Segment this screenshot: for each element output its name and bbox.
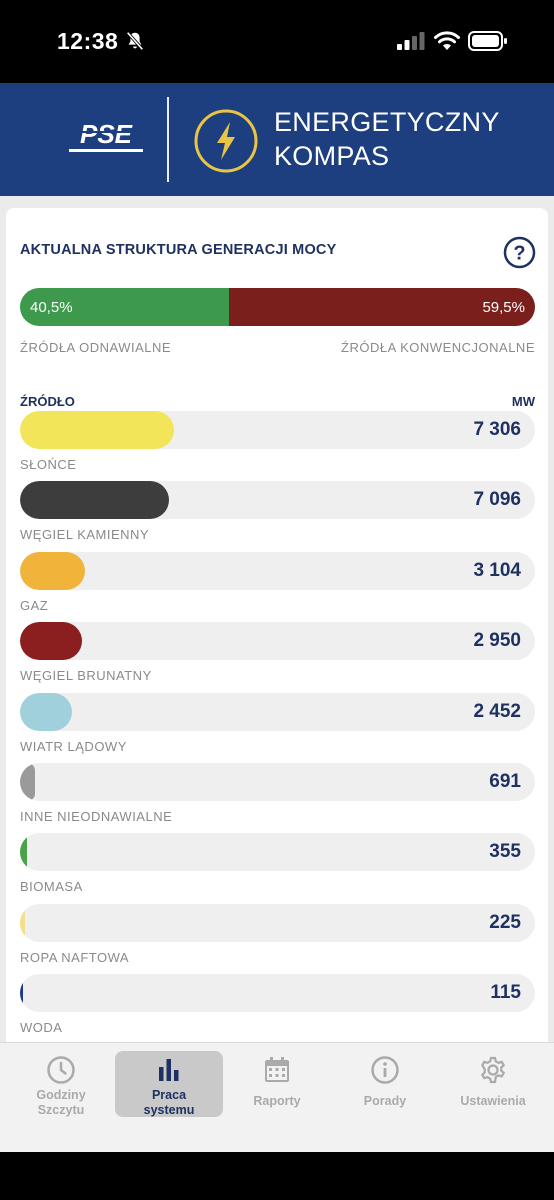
unit-column-header: MW <box>511 394 535 409</box>
source-column-header: ŹRÓDŁO <box>20 394 75 409</box>
help-question-icon[interactable]: ? <box>503 236 536 269</box>
source-value: 7 096 <box>473 489 521 511</box>
main-content[interactable]: AKTUALNA STRUKTURA GENERACJI MOCY ? 40,5… <box>0 196 554 1042</box>
tab-label: Praca systemu <box>143 1088 195 1117</box>
brand-line-2: KOMPAS <box>274 141 390 171</box>
source-row: 7 096 WĘGIEL KAMIENNY <box>20 481 535 551</box>
source-row: 3 104 GAZ <box>20 551 535 622</box>
source-bar-fill <box>20 974 23 1013</box>
tab-label: Raporty <box>253 1094 301 1108</box>
source-bar-fill <box>20 411 174 449</box>
generation-structure-card: AKTUALNA STRUKTURA GENERACJI MOCY ? 40,5… <box>6 208 548 1042</box>
source-name: WĘGIEL KAMIENNY <box>20 527 150 543</box>
tab-porady[interactable]: Porady <box>331 1051 439 1117</box>
battery-icon <box>468 31 507 51</box>
tab-godziny-szczytu[interactable]: Godziny Szczytu <box>7 1051 115 1117</box>
brand-title: ENERGETYCZNY KOMPAS <box>274 105 500 173</box>
source-value: 2 452 <box>473 700 521 722</box>
source-bar-fill <box>20 833 28 872</box>
conventional-share-segment: 59,5% <box>228 288 535 326</box>
source-bar-fill <box>20 903 25 942</box>
renewable-label: ŹRÓDŁA ODNAWIALNE <box>20 340 172 355</box>
source-bar-track: 115 <box>20 974 535 1013</box>
bell-muted-icon <box>126 31 144 51</box>
source-bar-track: 691 <box>20 763 535 801</box>
source-bar-track: 7 096 <box>20 481 535 520</box>
source-row: 115 WODA <box>20 974 535 1042</box>
tab-praca-systemu[interactable]: Praca systemu <box>115 1051 223 1117</box>
tab-ustawienia[interactable]: Ustawienia <box>439 1051 547 1117</box>
source-row: 7 306 SŁOŃCE <box>20 411 535 481</box>
source-bar-track: 7 306 <box>20 411 535 449</box>
source-name: GAZ <box>20 597 49 613</box>
gear-icon <box>480 1056 506 1084</box>
source-bar-track: 2 452 <box>20 692 535 731</box>
renewable-share-segment: 40,5% <box>20 288 229 326</box>
source-row: 2 452 WIATR LĄDOWY <box>20 692 535 763</box>
source-value: 691 <box>489 771 521 792</box>
wifi-icon <box>434 31 460 50</box>
renewable-conventional-split-bar: 40,5% 59,5% <box>20 288 535 326</box>
source-name: WIATR LĄDOWY <box>20 738 127 754</box>
card-title: AKTUALNA STRUKTURA GENERACJI MOCY <box>20 242 337 258</box>
source-row: 2 950 WĘGIEL BRUNATNY <box>20 622 535 692</box>
brand-line-1: ENERGETYCZNY <box>274 107 500 137</box>
source-name: BIOMASA <box>20 879 83 895</box>
conventional-label: ŹRÓDŁA KONWENCJONALNE <box>341 340 535 355</box>
bar-chart-icon <box>159 1059 179 1081</box>
source-bar-fill <box>20 763 35 801</box>
app-header <box>0 83 554 196</box>
source-value: 225 <box>489 911 521 933</box>
conventional-percent: 59,5% <box>482 298 525 316</box>
source-value: 355 <box>489 841 521 863</box>
svg-text:PSE: PSE <box>80 120 133 149</box>
source-name: ROPA NAFTOWA <box>20 949 130 965</box>
tab-label: Ustawienia <box>460 1094 526 1108</box>
pse-logo: PSE <box>69 120 143 152</box>
svg-text:?: ? <box>513 243 525 265</box>
source-name: WODA <box>20 1020 63 1036</box>
source-value: 115 <box>490 982 521 1004</box>
source-row: 355 BIOMASA <box>20 833 535 903</box>
source-bar-track: 225 <box>20 903 535 942</box>
renewable-percent: 40,5% <box>30 298 73 316</box>
calendar-icon <box>265 1057 289 1082</box>
bottom-tab-bar: Godziny Szczytu Praca systemu Raporty Pora… <box>0 1042 554 1152</box>
source-row: 691 INNE NIEODNAWIALNE <box>20 763 535 833</box>
source-bar-fill <box>20 481 170 520</box>
cellular-signal-icon <box>397 32 425 50</box>
source-value: 2 950 <box>473 630 521 652</box>
source-bar-track: 355 <box>20 833 535 872</box>
source-bar-track: 3 104 <box>20 551 535 590</box>
header-divider <box>167 97 169 182</box>
tab-label: Porady <box>363 1094 407 1108</box>
source-value: 7 306 <box>473 419 521 440</box>
source-name: INNE NIEODNAWIALNE <box>20 809 173 824</box>
source-name: WĘGIEL BRUNATNY <box>20 668 152 684</box>
source-bar-fill <box>20 692 72 731</box>
source-value: 3 104 <box>473 559 521 581</box>
tab-raporty[interactable]: Raporty <box>223 1051 331 1117</box>
status-time: 12:38 <box>57 28 119 54</box>
home-indicator-area <box>0 1152 554 1200</box>
source-row: 225 ROPA NAFTOWA <box>20 903 535 974</box>
tab-label: Godziny Szczytu <box>36 1088 86 1117</box>
status-bar: 12:38 <box>0 0 554 83</box>
source-bar-fill <box>20 622 82 661</box>
source-bar-track: 2 950 <box>20 622 535 661</box>
source-bar-fill <box>20 551 86 590</box>
source-name: SŁOŃCE <box>20 457 77 472</box>
info-icon <box>371 1056 399 1084</box>
clock-icon <box>47 1056 75 1084</box>
lightning-bolt-icon <box>194 109 258 173</box>
